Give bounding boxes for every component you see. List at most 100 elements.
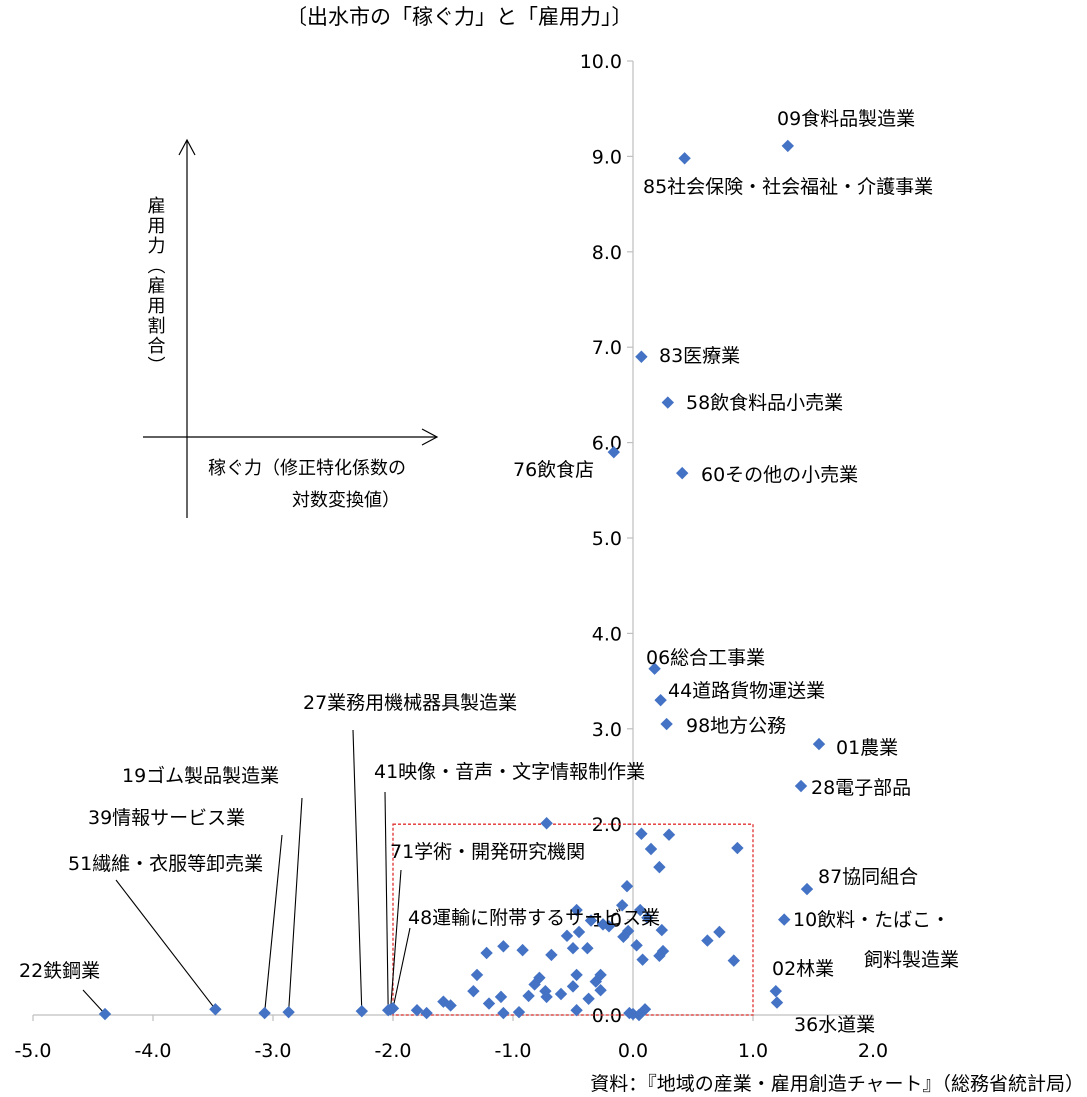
y-tick-label: 9.0 (592, 146, 622, 168)
point-label: 28電子部品 (811, 777, 911, 799)
labeled-scatter-point (209, 1003, 222, 1016)
scatter-point (497, 940, 510, 953)
leader-line (392, 927, 411, 1009)
point-label: 22鉄鋼業 (19, 960, 100, 982)
y-tick-label: 10.0 (580, 51, 622, 73)
scatter-point (653, 949, 666, 963)
scatter-point (570, 903, 583, 917)
scatter-point (482, 997, 496, 1010)
point-label: 71学術・開発研究機関 (390, 841, 585, 863)
x-tick-label: -3.0 (254, 1040, 291, 1062)
scatter-point (653, 860, 666, 874)
scatter-point (727, 954, 740, 967)
scatter-point (570, 968, 583, 982)
scatter-point (616, 899, 629, 912)
x-tick-label: 0.0 (618, 1040, 648, 1062)
x-tick-label: 2.0 (858, 1040, 888, 1062)
chart-source: 資料：『地域の産業・雇用創造チャート』（総務省統計局） (590, 1073, 1084, 1095)
inset-x-label-line2: 対数変換値） (292, 490, 400, 511)
scatter-point (701, 934, 714, 947)
scatter-point (528, 978, 541, 991)
scatter-point (554, 987, 568, 1001)
point-label: 02林業 (772, 958, 834, 980)
point-label: 41映像・音声・文字情報制作業 (374, 761, 645, 783)
point-label: 36水道業 (794, 1014, 875, 1036)
labeled-scatter-point (769, 984, 782, 998)
scatter-point (570, 1004, 583, 1017)
labeled-scatter-point (635, 350, 648, 363)
point-label: 01農業 (836, 737, 898, 759)
labeled-scatter-point (355, 1004, 368, 1018)
scatter-point (581, 942, 594, 955)
scatter-point (522, 989, 535, 1003)
point-label: 83医療業 (659, 345, 740, 367)
labeled-scatter-point (778, 913, 791, 926)
point-label: 58飲食料品小売業 (686, 392, 843, 414)
point-labels: 09食料品製造業 85社会保険・社会福祉・介護事業 83医療業 58飲食料品小売業 76… (19, 108, 959, 1036)
labeled-scatter-point (781, 139, 794, 153)
labeled-scatter-point (661, 396, 674, 409)
x-tick-label: -2.0 (374, 1040, 411, 1062)
scatter-point (566, 942, 580, 955)
inset-y-label: 雇用力（雇用割合） (145, 196, 166, 376)
labeled-scatter-point (678, 152, 691, 165)
scatter-point (635, 827, 648, 840)
y-tick-label: 2.0 (592, 814, 622, 836)
labeled-scatter-point (386, 1002, 400, 1015)
point-label: 39情報サービス業 (88, 807, 245, 829)
point-label: 19ゴム製品製造業 (122, 765, 279, 787)
scatter-point (480, 946, 493, 960)
point-label: 60その他の小売業 (701, 464, 858, 486)
point-label: 48運輸に附帯するサービス業 (408, 907, 660, 929)
y-tick-label: 8.0 (592, 242, 622, 264)
leader-line (288, 797, 303, 1013)
scatter-point (566, 980, 580, 993)
highlight-box (392, 823, 754, 1016)
labeled-scatter-point (676, 466, 689, 480)
point-label: 09食料品製造業 (777, 108, 915, 130)
scatter-point (713, 925, 726, 939)
scatter-point (602, 920, 616, 933)
labeled-scatter-point (654, 693, 667, 707)
leader-line (352, 729, 363, 1012)
scatter-point (467, 984, 480, 998)
chart-title: 〔出水市の「稼ぐ力」と「雇用力」〕 (286, 5, 633, 29)
scatter-point (545, 948, 558, 962)
x-tick-label: -4.0 (134, 1040, 171, 1062)
scatter-point (731, 841, 744, 855)
y-tick-label: 3.0 (592, 719, 622, 741)
labeled-scatter-point (607, 445, 620, 459)
point-label: 51繊維・衣服等卸売業 (68, 853, 263, 875)
scatter-point (630, 939, 643, 952)
point-label: 87協同組合 (818, 866, 918, 888)
y-tick-label: 4.0 (592, 623, 622, 645)
labeled-scatter-point (800, 882, 814, 896)
scatter-point (494, 990, 508, 1004)
scatter-point (594, 983, 607, 997)
labeled-scatter-point (282, 1005, 295, 1019)
leader-line (115, 879, 216, 1010)
point-label: 06総合工事業 (646, 647, 765, 669)
scatter-point (540, 817, 553, 830)
leader-lines (82, 729, 411, 1015)
inset-x-label-line1: 稼ぐ力（修正特化係数の (208, 458, 406, 479)
scatter-point (444, 999, 457, 1012)
labeled-scatter-point (258, 1006, 271, 1020)
scatter-point (636, 953, 649, 966)
point-label: 76飲食店 (513, 459, 594, 481)
scatter-point (533, 971, 546, 984)
point-label: 飼料製造業 (864, 949, 959, 971)
x-tick-label: 1.0 (738, 1040, 768, 1062)
point-label: 10飲料・たばこ・ (793, 909, 950, 931)
y-tick-label: 7.0 (592, 337, 622, 359)
scatter-point (572, 925, 586, 939)
labeled-scatter-point (812, 737, 826, 751)
scatter-point (470, 968, 484, 982)
highlight-rect (392, 823, 754, 1016)
scatter-point (584, 914, 598, 927)
point-label: 44道路貨物運送業 (668, 680, 825, 702)
scatter-point (662, 828, 676, 841)
scatter-point (655, 923, 668, 937)
scatter-point (540, 990, 553, 1004)
scatter-point (516, 943, 529, 957)
